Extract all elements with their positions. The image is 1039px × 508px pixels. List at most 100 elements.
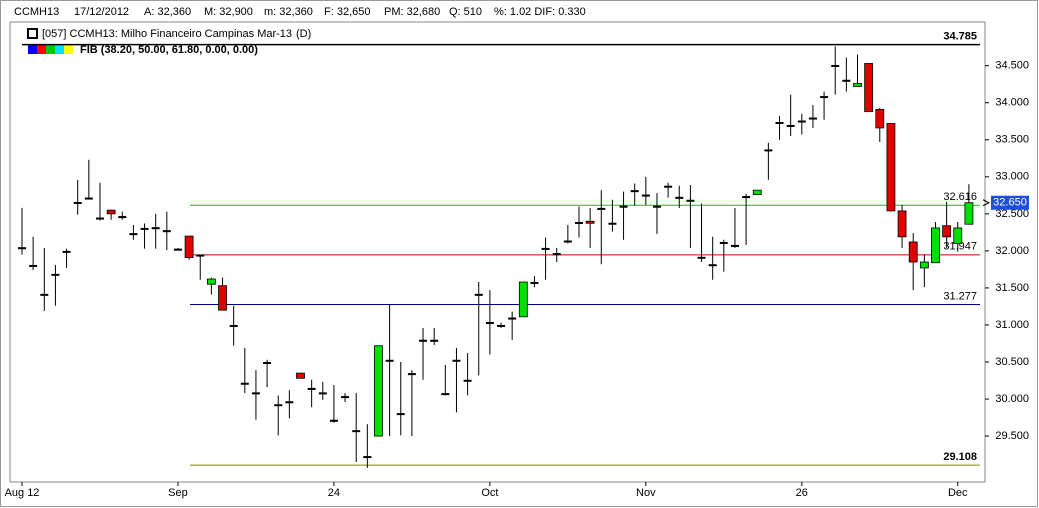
- header-field: 17/12/2012: [74, 6, 129, 18]
- candle-body: [831, 64, 840, 67]
- x-tick-label: Aug 12: [5, 487, 40, 499]
- last-price-box: [991, 195, 1029, 210]
- candle-body: [229, 324, 238, 327]
- candle-body: [953, 227, 963, 244]
- candle-body: [485, 322, 494, 324]
- candle-body: [18, 247, 26, 250]
- candle-body: [853, 83, 862, 87]
- candle-body: [541, 247, 550, 250]
- candle-body: [374, 345, 383, 437]
- x-tick-label: Dec: [948, 487, 968, 499]
- candle-body: [251, 392, 260, 395]
- candle-body: [897, 210, 907, 238]
- candle-body: [675, 196, 684, 199]
- candle-body: [62, 250, 71, 253]
- candle-body: [808, 117, 817, 120]
- candle-body: [206, 278, 216, 285]
- candle-body: [764, 149, 773, 152]
- candle-body: [552, 253, 561, 256]
- candle-body: [307, 387, 316, 390]
- candle-body: [608, 222, 617, 225]
- candle-body: [474, 293, 483, 296]
- candle-body: [263, 362, 272, 364]
- candle-body: [452, 359, 461, 362]
- candle-body: [664, 185, 673, 188]
- header-field: F: 32,650: [324, 6, 370, 18]
- candle-body: [84, 197, 93, 200]
- fib-label: 31.947: [943, 241, 977, 253]
- header-field: Q: 510: [449, 6, 482, 18]
- candle-body: [407, 373, 416, 376]
- x-tick-label: 24: [328, 487, 340, 499]
- candle-body: [240, 382, 249, 385]
- candle-body: [73, 202, 82, 204]
- candle-body: [908, 241, 918, 263]
- candle-body: [585, 220, 595, 224]
- x-tick-label: Sep: [168, 487, 188, 499]
- candle-body: [775, 122, 784, 124]
- candle-body: [140, 227, 149, 230]
- candle-body: [463, 379, 472, 382]
- candle-body: [441, 393, 450, 396]
- candle-body: [196, 254, 205, 257]
- last-price-arrow: [982, 199, 991, 207]
- candle-body: [842, 79, 851, 82]
- candle-body: [218, 285, 227, 311]
- candle-body: [363, 456, 372, 459]
- y-tick-label: 29.500: [995, 430, 1029, 442]
- candle-body: [184, 235, 194, 258]
- candle-body: [630, 190, 639, 193]
- candle-body: [29, 264, 38, 267]
- candle-body: [820, 96, 829, 99]
- y-tick-label: 31.500: [995, 282, 1029, 294]
- candle-body: [419, 339, 428, 342]
- candle-body: [508, 317, 517, 320]
- candle-body: [886, 123, 896, 212]
- candle-body: [563, 240, 572, 243]
- header-field: %: 1.02 DIF: 0.330: [494, 6, 586, 18]
- candle-body: [430, 339, 439, 342]
- candle-body: [719, 242, 728, 244]
- candle-body: [964, 202, 974, 225]
- y-tick-label: 34.000: [995, 97, 1029, 109]
- fib-label: 32.616: [943, 191, 977, 203]
- candle-body: [51, 273, 60, 276]
- candle-body: [151, 227, 160, 230]
- y-tick-label: 34.500: [995, 60, 1029, 72]
- y-tick-label: 33.500: [995, 134, 1029, 146]
- candle-body: [708, 264, 717, 267]
- candle-body: [352, 430, 361, 433]
- candle-body: [931, 227, 940, 264]
- y-tick-label: 32.500: [995, 208, 1029, 220]
- candle-body: [919, 261, 929, 269]
- candle-body: [641, 194, 650, 197]
- candle-body: [942, 225, 952, 238]
- candle-body: [285, 401, 294, 404]
- candle-body: [652, 205, 661, 208]
- candle-body: [752, 189, 762, 195]
- y-tick-label: 32.000: [995, 245, 1029, 257]
- fib-label: 31.277: [943, 290, 977, 302]
- candle-body: [385, 359, 394, 362]
- candle-body: [173, 248, 182, 251]
- x-tick-label: 26: [796, 487, 808, 499]
- candle-body: [497, 324, 506, 327]
- candle-body: [875, 109, 885, 129]
- y-tick-label: 31.000: [995, 319, 1029, 331]
- fib-label: 29.108: [943, 451, 977, 463]
- legend-entry: [057] CCMH13: Milho Financeiro Campinas …: [42, 28, 292, 40]
- fib-swatches: [28, 45, 73, 54]
- candle-body: [864, 63, 874, 113]
- candle-body: [162, 230, 171, 233]
- candle-body: [686, 199, 695, 202]
- candle-body: [697, 256, 706, 259]
- header-field: m: 32,360: [264, 6, 313, 18]
- candle-body: [106, 209, 116, 215]
- candle-body: [318, 392, 327, 395]
- fib-label: 34.785: [943, 30, 977, 42]
- plot-area: [9, 21, 986, 483]
- candle-body: [797, 120, 806, 123]
- x-tick-label: Nov: [636, 487, 656, 499]
- candle-body: [597, 207, 606, 210]
- candle-body: [575, 222, 583, 224]
